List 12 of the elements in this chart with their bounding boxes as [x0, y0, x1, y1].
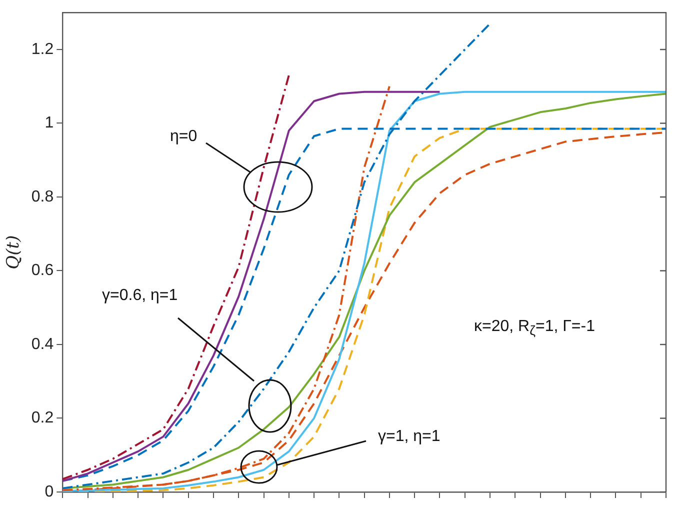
y-tick-label: 1 — [44, 114, 54, 132]
y-tick-label: 0.4 — [31, 336, 54, 353]
y-tick-label: 0.6 — [31, 262, 54, 280]
annotation: γ=0.6, η=1 — [102, 287, 178, 305]
annotation: γ=1, η=1 — [378, 428, 440, 446]
annotation: η=0 — [170, 128, 198, 146]
y-tick-label: 0.2 — [31, 410, 54, 427]
y-tick-label: 0 — [44, 483, 54, 500]
y-axis-title: Q(t) — [4, 235, 24, 270]
annotation: κ=20, R$_{ζ}$=1, Γ=-1 — [474, 318, 595, 338]
y-tick-label: 1.2 — [31, 40, 54, 58]
y-tick-label: 0.8 — [31, 188, 54, 206]
